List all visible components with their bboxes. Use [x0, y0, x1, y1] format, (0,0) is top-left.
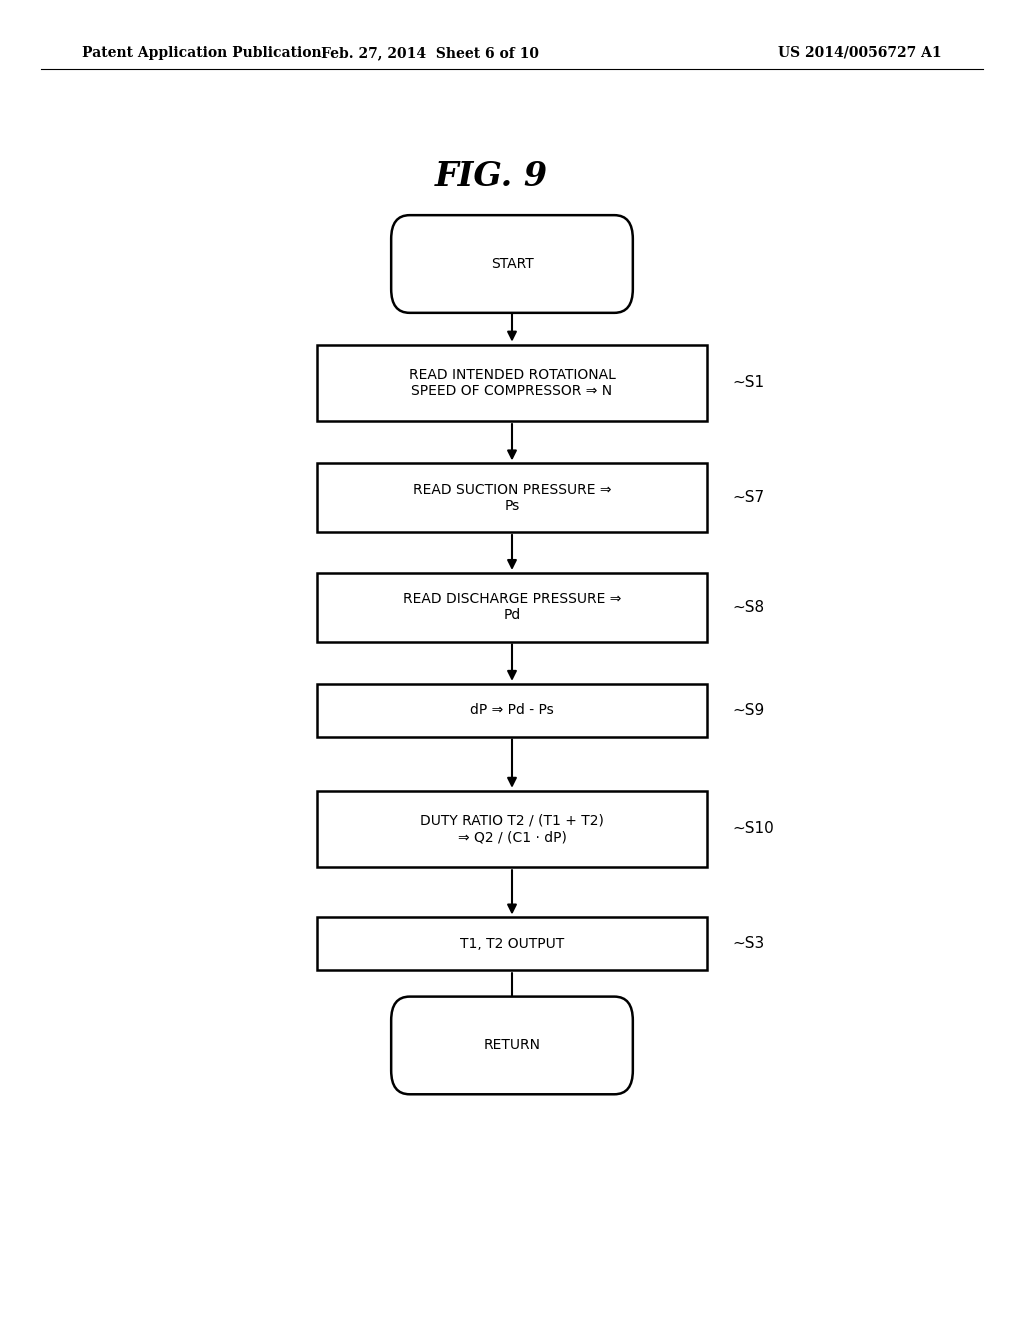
FancyBboxPatch shape: [391, 997, 633, 1094]
Text: ∼S1: ∼S1: [732, 375, 764, 391]
Text: ∼S8: ∼S8: [732, 599, 764, 615]
Text: ∼S7: ∼S7: [732, 490, 764, 506]
Text: dP ⇒ Pd - Ps: dP ⇒ Pd - Ps: [470, 704, 554, 717]
FancyBboxPatch shape: [317, 684, 707, 737]
FancyBboxPatch shape: [391, 215, 633, 313]
Text: US 2014/0056727 A1: US 2014/0056727 A1: [778, 46, 942, 59]
Text: ∼S10: ∼S10: [732, 821, 774, 837]
Text: READ SUCTION PRESSURE ⇒
Ps: READ SUCTION PRESSURE ⇒ Ps: [413, 483, 611, 512]
FancyBboxPatch shape: [317, 345, 707, 421]
Text: DUTY RATIO T2 / (T1 + T2)
⇒ Q2 / (C1 · dP): DUTY RATIO T2 / (T1 + T2) ⇒ Q2 / (C1 · d…: [420, 814, 604, 843]
Text: FIG. 9: FIG. 9: [435, 161, 548, 194]
Text: START: START: [490, 257, 534, 271]
Text: ∼S9: ∼S9: [732, 702, 764, 718]
Text: ∼S3: ∼S3: [732, 936, 764, 952]
Text: READ INTENDED ROTATIONAL
SPEED OF COMPRESSOR ⇒ N: READ INTENDED ROTATIONAL SPEED OF COMPRE…: [409, 368, 615, 397]
FancyBboxPatch shape: [317, 917, 707, 970]
FancyBboxPatch shape: [317, 463, 707, 532]
Text: T1, T2 OUTPUT: T1, T2 OUTPUT: [460, 937, 564, 950]
Text: Feb. 27, 2014  Sheet 6 of 10: Feb. 27, 2014 Sheet 6 of 10: [322, 46, 539, 59]
Text: RETURN: RETURN: [483, 1039, 541, 1052]
FancyBboxPatch shape: [317, 573, 707, 642]
Text: READ DISCHARGE PRESSURE ⇒
Pd: READ DISCHARGE PRESSURE ⇒ Pd: [402, 593, 622, 622]
FancyBboxPatch shape: [317, 791, 707, 867]
Text: Patent Application Publication: Patent Application Publication: [82, 46, 322, 59]
